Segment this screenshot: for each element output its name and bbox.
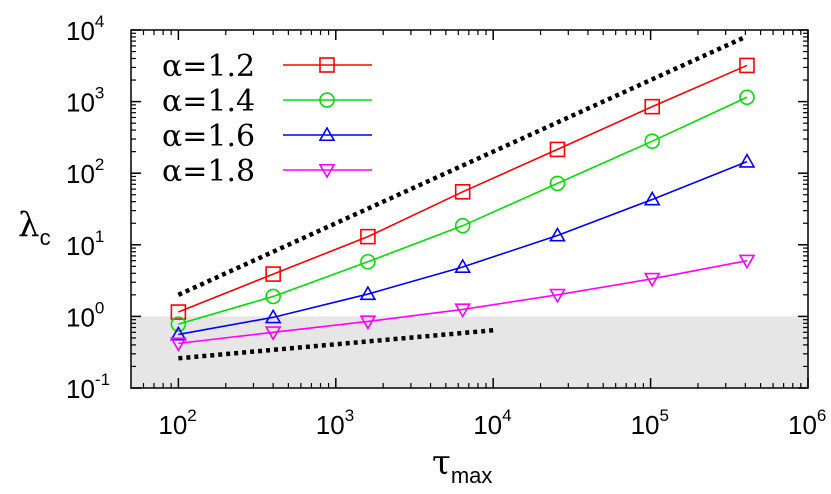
legend: α=1.2α=1.4α=1.6α=1.8 (162, 49, 372, 189)
shaded-band-layer (131, 316, 808, 388)
circle-marker (319, 92, 335, 108)
triangle-down-marker (738, 254, 756, 270)
y-tick-exponent: 2 (95, 155, 104, 174)
x-tick-exponent: 2 (187, 406, 196, 425)
y-tick-label: 104 (66, 12, 104, 46)
series-line (178, 96, 748, 325)
square-marker (549, 141, 566, 158)
circle-marker (549, 175, 566, 192)
legend-label: α=1.2 (162, 49, 255, 84)
y-tick-base: 10 (66, 374, 95, 404)
series-line (178, 64, 748, 313)
x-tick-base: 10 (473, 410, 502, 440)
legend-entry: α=1.2 (162, 49, 372, 84)
triangle-up-marker (738, 153, 756, 168)
circle-marker (644, 133, 661, 149)
y-tick-exponent: 4 (95, 12, 104, 31)
y-axis-label: λc (18, 205, 51, 250)
circle-marker (360, 253, 376, 270)
x-tick-exponent: 5 (660, 406, 669, 425)
y-tick-exponent: 0 (95, 298, 104, 317)
legend-entry: α=1.8 (162, 154, 372, 189)
x-axis-subscript: max (451, 463, 493, 488)
y-axis-symbol: λ (18, 205, 40, 245)
legend-entry: α=1.6 (162, 119, 372, 154)
plot-frame-layer (130, 29, 809, 389)
triangle-down-marker (170, 337, 187, 352)
y-tick-label: 100 (66, 298, 104, 332)
y-tick-label: 10-1 (66, 370, 110, 404)
series (170, 254, 756, 352)
y-tick-base: 10 (66, 159, 95, 189)
series (170, 89, 755, 332)
triangle-down-marker (359, 315, 377, 331)
triangle-up-marker (170, 325, 187, 341)
square-marker (170, 304, 187, 320)
reference-line (177, 34, 747, 297)
triangle-down-marker (264, 326, 282, 341)
x-tick-label: 103 (316, 406, 354, 440)
triangle-up-marker (454, 258, 472, 274)
shaded-band (131, 316, 808, 388)
x-tick-exponent: 4 (502, 406, 511, 425)
x-tick-label: 102 (158, 406, 196, 440)
y-tick-label: 103 (66, 84, 104, 118)
square-marker (265, 266, 281, 282)
x-tick-base: 10 (158, 410, 187, 440)
legend-label: α=1.8 (162, 154, 255, 189)
y-tick-exponent: 1 (95, 227, 104, 246)
y-tick-base: 10 (66, 88, 95, 118)
circle-marker (739, 89, 755, 106)
square-marker (360, 228, 376, 245)
triangle-down-marker (549, 288, 566, 304)
series-line (178, 259, 748, 345)
series (170, 57, 755, 320)
legend-label: α=1.4 (162, 84, 255, 119)
y-tick-base: 10 (66, 16, 95, 46)
y-tick-label: 101 (66, 227, 104, 261)
triangle-up-marker (318, 126, 336, 142)
circle-marker (265, 288, 281, 305)
legend-label: α=1.6 (162, 119, 255, 154)
x-tick-label: 105 (631, 406, 669, 440)
plot-frame (130, 29, 809, 389)
triangle-down-marker (454, 303, 472, 319)
y-axis-subscript: c (40, 225, 51, 250)
legend-entry: α=1.4 (162, 84, 372, 119)
y-tick-base: 10 (66, 302, 95, 332)
y-tick-label: 102 (66, 155, 104, 189)
x-tick-base: 10 (788, 410, 817, 440)
square-marker (454, 183, 471, 200)
triangle-down-marker (318, 163, 336, 179)
x-tick-base: 10 (316, 410, 345, 440)
triangle-up-marker (549, 226, 566, 242)
x-tick-exponent: 6 (817, 406, 826, 425)
y-tick-base: 10 (66, 231, 95, 261)
y-tick-exponent: 3 (95, 84, 104, 103)
triangle-up-marker (359, 285, 377, 301)
series-layer (170, 57, 756, 352)
circle-marker (454, 217, 471, 234)
square-marker (644, 98, 661, 115)
x-tick-label: 104 (473, 406, 511, 440)
triangle-down-marker (643, 272, 661, 288)
triangle-up-marker (264, 308, 282, 324)
x-axis-label: τmax (432, 443, 492, 488)
triangle-up-marker (643, 190, 661, 206)
circle-marker (170, 316, 187, 332)
square-marker (739, 57, 755, 74)
series (170, 153, 756, 341)
y-tick-exponent: -1 (95, 370, 110, 389)
x-tick-base: 10 (631, 410, 660, 440)
square-marker (319, 57, 335, 73)
x-axis-symbol: τ (432, 443, 451, 483)
x-tick-exponent: 3 (345, 406, 354, 425)
x-tick-label: 106 (788, 406, 826, 440)
series-line (178, 160, 748, 336)
